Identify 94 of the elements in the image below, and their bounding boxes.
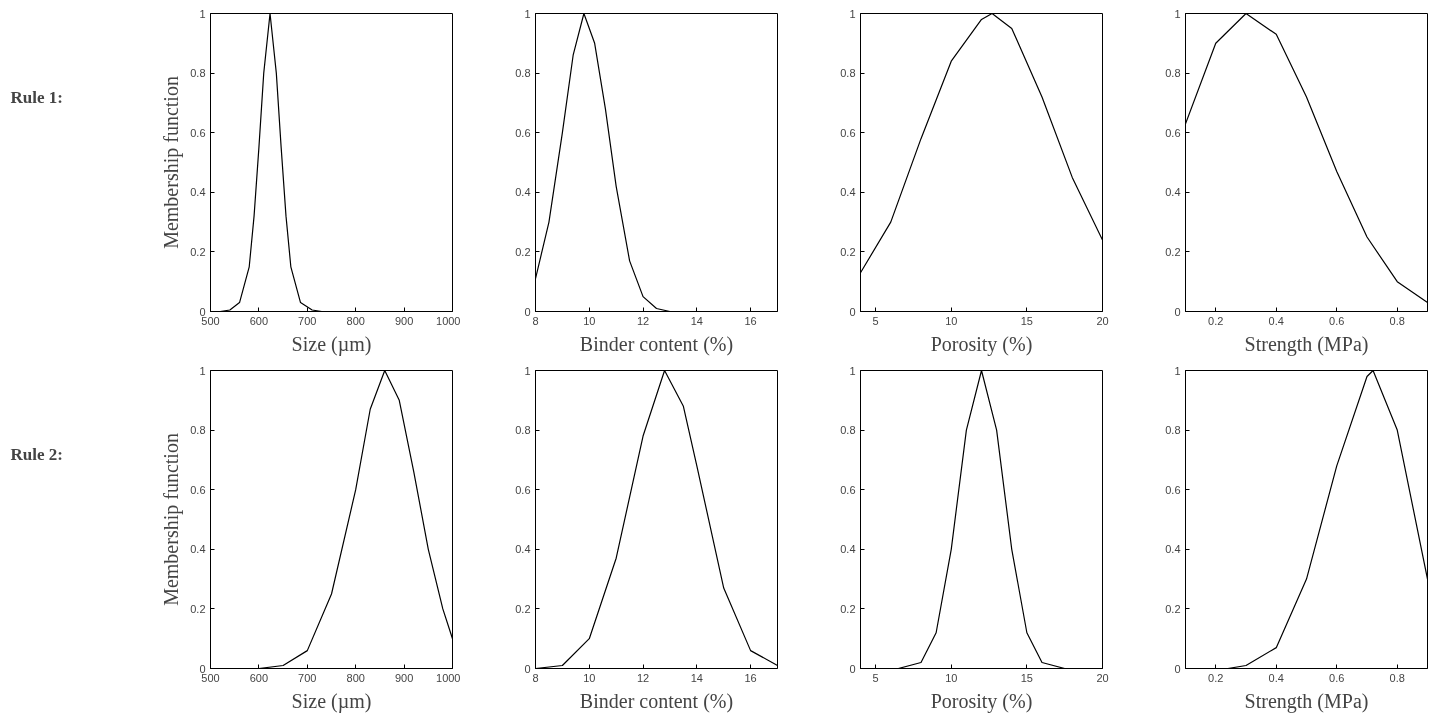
y-tick-label: 0.6 — [515, 126, 531, 139]
x-tick-label: 0.4 — [1268, 671, 1284, 684]
x-axis-title: Porosity (%) — [930, 689, 1033, 713]
y-tick-label: 0.8 — [840, 424, 856, 437]
x-axis-title: Binder content (%) — [579, 689, 734, 713]
x-tick-label: 10 — [945, 671, 958, 684]
x-tick-label: 0.6 — [1329, 671, 1345, 684]
x-tick-label: 1000 — [436, 671, 461, 684]
y-tick-label: 0.6 — [840, 126, 856, 139]
y-tick-label: 0.4 — [515, 543, 531, 556]
y-tick-label: 0 — [524, 305, 531, 318]
x-tick-label: 600 — [249, 671, 269, 684]
x-tick-label: 800 — [346, 314, 365, 327]
y-axis-title: Membership function — [160, 433, 184, 606]
y-tick-label: 1 — [1174, 364, 1181, 377]
y-tick-label: 0.2 — [840, 245, 856, 258]
text: Rule 1: — [10, 88, 63, 107]
x-tick-label: 5 — [872, 314, 879, 327]
x-tick-label: 10 — [945, 314, 958, 327]
x-tick-label: 0.8 — [1389, 671, 1405, 684]
y-tick-label: 0.2 — [190, 602, 206, 615]
y-tick-label: 0 — [849, 305, 856, 318]
x-tick-label: 15 — [1020, 314, 1034, 327]
y-tick-label: 0.6 — [190, 483, 206, 496]
y-tick-label: 0.2 — [515, 602, 531, 615]
y-tick-label: 0.8 — [1165, 67, 1181, 80]
y-tick-label: 0.8 — [515, 67, 531, 80]
y-tick-label: 0.8 — [190, 424, 206, 437]
y-tick-label: 0.2 — [1165, 602, 1181, 615]
x-tick-label: 800 — [346, 671, 365, 684]
y-tick-label: 0.6 — [1165, 126, 1181, 139]
x-tick-label: 0.6 — [1329, 314, 1345, 327]
y-tick-label: 0.4 — [840, 543, 856, 556]
y-tick-label: 0.8 — [190, 67, 206, 80]
x-axis-title: Binder content (%) — [579, 332, 734, 356]
y-tick-label: 0.4 — [515, 186, 531, 199]
x-tick-label: 15 — [1020, 671, 1034, 684]
y-tick-label: 1 — [199, 7, 206, 20]
x-tick-label: 1000 — [436, 314, 461, 327]
x-tick-label: 14 — [690, 314, 703, 327]
y-tick-label: 1 — [524, 7, 531, 20]
x-tick-label: 14 — [690, 671, 703, 684]
x-tick-label: 0.8 — [1389, 314, 1405, 327]
x-tick-label: 10 — [583, 671, 596, 684]
y-tick-label: 0.8 — [840, 67, 856, 80]
x-axis-title: Porosity (%) — [930, 332, 1033, 356]
x-tick-label: 900 — [394, 671, 414, 684]
x-tick-label: 900 — [394, 314, 414, 327]
y-tick-label: 1 — [849, 364, 856, 377]
y-tick-label: 1 — [199, 364, 206, 377]
x-tick-label: 8 — [532, 671, 539, 684]
y-tick-label: 0 — [524, 662, 531, 675]
x-tick-label: 10 — [583, 314, 596, 327]
y-tick-label: 0.2 — [840, 602, 856, 615]
y-tick-label: 0 — [1174, 662, 1181, 675]
y-tick-label: 0.2 — [515, 245, 531, 258]
x-tick-label: 12 — [636, 314, 650, 327]
x-tick-label: 0.4 — [1268, 314, 1284, 327]
y-tick-label: 0.6 — [1165, 483, 1181, 496]
y-tick-label: 1 — [849, 7, 856, 20]
x-axis-title: Size (µm) — [291, 689, 372, 713]
x-tick-label: 700 — [298, 671, 317, 684]
y-tick-label: 0 — [849, 662, 856, 675]
x-tick-label: 16 — [744, 314, 757, 327]
x-tick-label: 20 — [1096, 671, 1109, 684]
y-tick-label: 0.6 — [840, 483, 856, 496]
y-tick-label: 0.4 — [190, 186, 206, 199]
y-tick-label: 0.4 — [1165, 186, 1181, 199]
x-tick-label: 0.2 — [1208, 314, 1224, 327]
y-tick-label: 0.2 — [190, 245, 206, 258]
x-tick-label: 700 — [298, 314, 317, 327]
x-tick-label: 5 — [872, 671, 879, 684]
y-tick-label: 0.4 — [190, 543, 206, 556]
y-tick-label: 0.4 — [1165, 543, 1181, 556]
y-tick-label: 1 — [1174, 7, 1181, 20]
y-tick-label: 1 — [524, 364, 531, 377]
y-tick-label: 0.8 — [1165, 424, 1181, 437]
x-tick-label: 600 — [249, 314, 269, 327]
y-tick-label: 0.6 — [190, 126, 206, 139]
x-axis-title: Strength (MPa) — [1244, 332, 1369, 356]
x-tick-label: 16 — [744, 671, 757, 684]
y-tick-label: 0 — [1174, 305, 1181, 318]
x-tick-label: 0.2 — [1208, 671, 1224, 684]
text: Rule 2: — [10, 445, 63, 464]
y-tick-label: 0.4 — [840, 186, 856, 199]
x-tick-label: 20 — [1096, 314, 1109, 327]
x-axis-title: Strength (MPa) — [1244, 689, 1369, 713]
x-axis-title: Size (µm) — [291, 332, 372, 356]
y-axis-title: Membership function — [160, 76, 184, 249]
y-tick-label: 0.2 — [1165, 245, 1181, 258]
y-tick-label: 0.8 — [515, 424, 531, 437]
y-tick-label: 0.6 — [515, 483, 531, 496]
x-tick-label: 8 — [532, 314, 539, 327]
x-tick-label: 12 — [636, 671, 650, 684]
